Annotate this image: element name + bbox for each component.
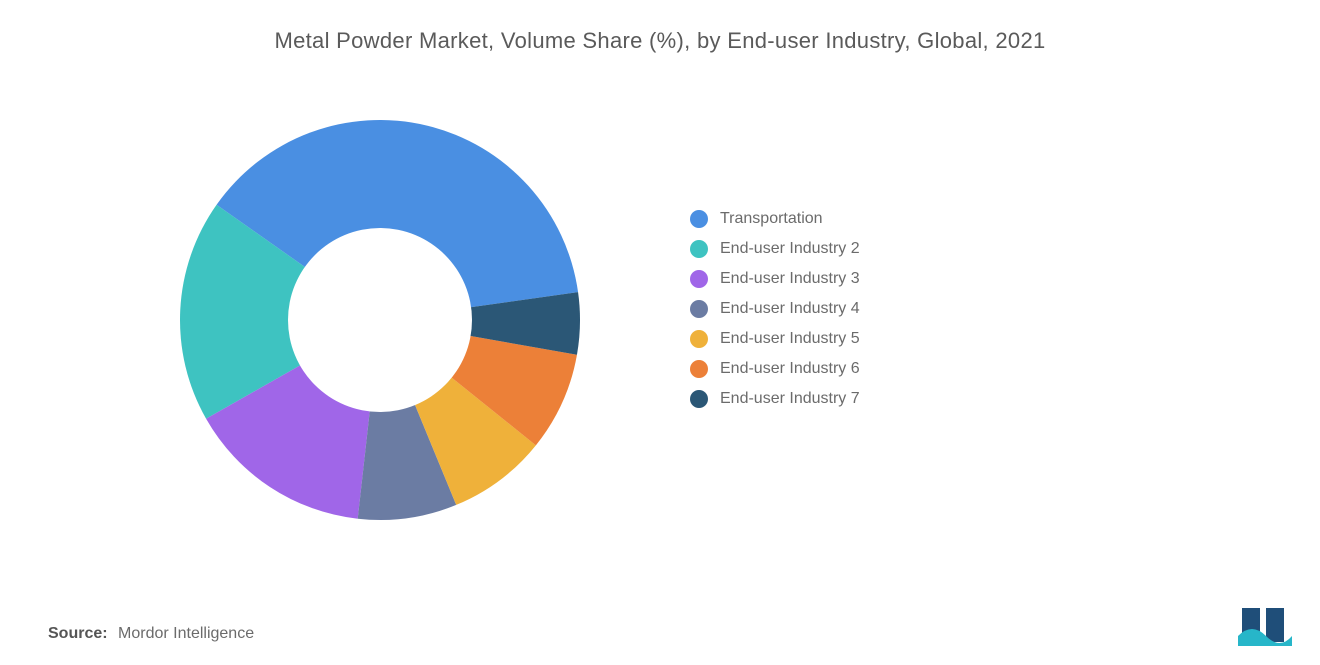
legend-swatch xyxy=(690,240,708,258)
legend-swatch xyxy=(690,390,708,408)
legend-item: End-user Industry 6 xyxy=(690,360,860,378)
legend-label: End-user Industry 5 xyxy=(720,330,860,348)
legend-swatch xyxy=(690,300,708,318)
legend-label: Transportation xyxy=(720,210,823,228)
legend-label: End-user Industry 4 xyxy=(720,300,860,318)
legend-swatch xyxy=(690,210,708,228)
legend-label: End-user Industry 6 xyxy=(720,360,860,378)
legend-item: End-user Industry 3 xyxy=(690,270,860,288)
legend-label: End-user Industry 3 xyxy=(720,270,860,288)
legend-swatch xyxy=(690,360,708,378)
chart-title: Metal Powder Market, Volume Share (%), b… xyxy=(0,28,1320,54)
legend-item: Transportation xyxy=(690,210,860,228)
logo-bar xyxy=(1266,608,1284,642)
legend-label: End-user Industry 2 xyxy=(720,240,860,258)
legend-item: End-user Industry 7 xyxy=(690,390,860,408)
donut-chart xyxy=(170,110,590,535)
chart-container: Metal Powder Market, Volume Share (%), b… xyxy=(0,0,1320,665)
legend-label: End-user Industry 7 xyxy=(720,390,860,408)
legend-swatch xyxy=(690,330,708,348)
legend-item: End-user Industry 4 xyxy=(690,300,860,318)
legend-item: End-user Industry 2 xyxy=(690,240,860,258)
source-attribution: Source: Mordor Intelligence xyxy=(48,625,254,643)
donut-hole xyxy=(288,228,472,412)
legend: Transportation End-user Industry 2 End-use… xyxy=(690,210,860,420)
legend-swatch xyxy=(690,270,708,288)
legend-item: End-user Industry 5 xyxy=(690,330,860,348)
source-text: Mordor Intelligence xyxy=(118,625,254,642)
brand-logo xyxy=(1236,602,1294,651)
source-label: Source: xyxy=(48,625,108,642)
